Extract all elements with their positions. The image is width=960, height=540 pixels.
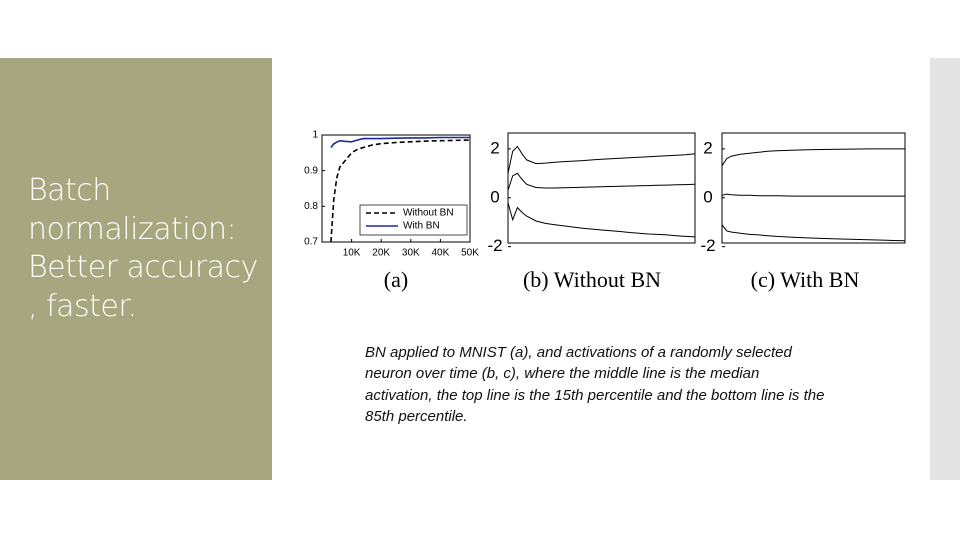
- legend-label: Without BN: [403, 208, 454, 219]
- legend-box: [359, 204, 468, 236]
- series-line: [721, 224, 906, 242]
- plot-frame: [321, 134, 471, 243]
- y-tick-label: 0.7: [304, 237, 318, 248]
- x-tick-label: 10K: [343, 248, 361, 259]
- x-tick-label: 30K: [402, 248, 420, 259]
- slide-title: Batch normalization: Better accuracy , f…: [28, 173, 258, 324]
- y-tick-label: 0.9: [304, 165, 318, 176]
- series-line: [330, 139, 471, 243]
- panel-caption: (a): [384, 267, 408, 292]
- y-tick-label: 2: [703, 138, 712, 157]
- panel-caption: (c) With BN: [751, 267, 860, 292]
- series-line: [330, 136, 470, 149]
- y-tick-label: 1: [312, 130, 318, 141]
- y-tick-label: -2: [700, 236, 715, 255]
- legend-label: With BN: [403, 221, 440, 232]
- plot-frame: [507, 132, 696, 244]
- panel-caption: (b) Without BN: [523, 267, 661, 292]
- y-tick-label: 0: [490, 187, 499, 206]
- series-line: [721, 193, 905, 197]
- side-panel: [0, 58, 272, 480]
- side-strip: [930, 58, 960, 480]
- y-tick-label: -2: [487, 236, 502, 255]
- y-tick-label: 2: [490, 138, 499, 157]
- y-tick-label: 0.8: [304, 201, 318, 212]
- y-tick-label: 0: [703, 187, 712, 206]
- series-line: [507, 145, 696, 174]
- x-tick-label: 50K: [461, 248, 479, 259]
- series-line: [507, 202, 696, 238]
- x-tick-label: 20K: [372, 248, 390, 259]
- x-tick-label: 40K: [432, 248, 450, 259]
- series-line: [507, 172, 696, 191]
- plot-frame: [721, 132, 906, 244]
- series-line: [721, 148, 905, 167]
- figure-caption: BN applied to MNIST (a), and activations…: [365, 344, 825, 425]
